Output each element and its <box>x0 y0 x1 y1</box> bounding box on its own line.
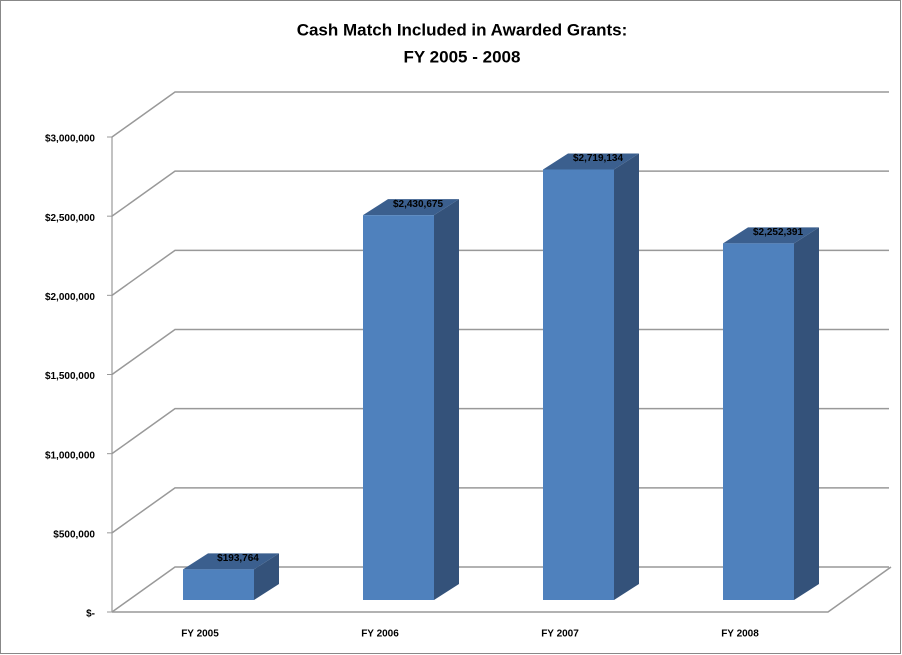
x-tick-label: FY 2007 <box>541 629 579 640</box>
bar <box>723 243 794 600</box>
data-label: $2,719,134 <box>573 153 623 164</box>
bar <box>543 169 614 600</box>
bar-top <box>723 227 819 244</box>
data-label: $193,764 <box>217 553 259 564</box>
bar-top <box>543 153 639 170</box>
bar-side <box>254 553 279 600</box>
bar <box>363 215 434 600</box>
grid-line <box>111 487 889 534</box>
grid-line <box>111 249 889 296</box>
y-tick-label: $3,000,000 <box>45 134 95 145</box>
y-tick-label: $2,500,000 <box>45 213 95 224</box>
bar <box>183 569 254 600</box>
y-tick-label: $1,000,000 <box>45 450 95 461</box>
x-tick-label: FY 2005 <box>181 629 219 640</box>
bar-side <box>794 227 819 600</box>
y-tick-label: $- <box>86 609 95 620</box>
grid-line <box>111 170 889 217</box>
chart-title: FY 2005 - 2008 <box>404 47 521 66</box>
bar-side <box>614 153 639 600</box>
grid-line <box>111 328 889 376</box>
bar-side <box>434 199 459 600</box>
y-tick-label: $1,500,000 <box>45 371 95 382</box>
floor <box>112 566 892 613</box>
x-tick-label: FY 2008 <box>721 629 759 640</box>
y-tick-label: $2,000,000 <box>45 292 95 303</box>
data-label: $2,430,675 <box>393 199 443 210</box>
grid-line <box>111 407 889 455</box>
data-label: $2,252,391 <box>753 227 803 238</box>
bar-top <box>363 199 459 216</box>
grid-line <box>111 91 889 138</box>
bar-top <box>183 553 279 570</box>
grid-line <box>111 566 889 613</box>
y-tick-label: $500,000 <box>53 529 95 540</box>
chart-title: Cash Match Included in Awarded Grants: <box>297 20 628 39</box>
x-tick-label: FY 2006 <box>361 629 399 640</box>
